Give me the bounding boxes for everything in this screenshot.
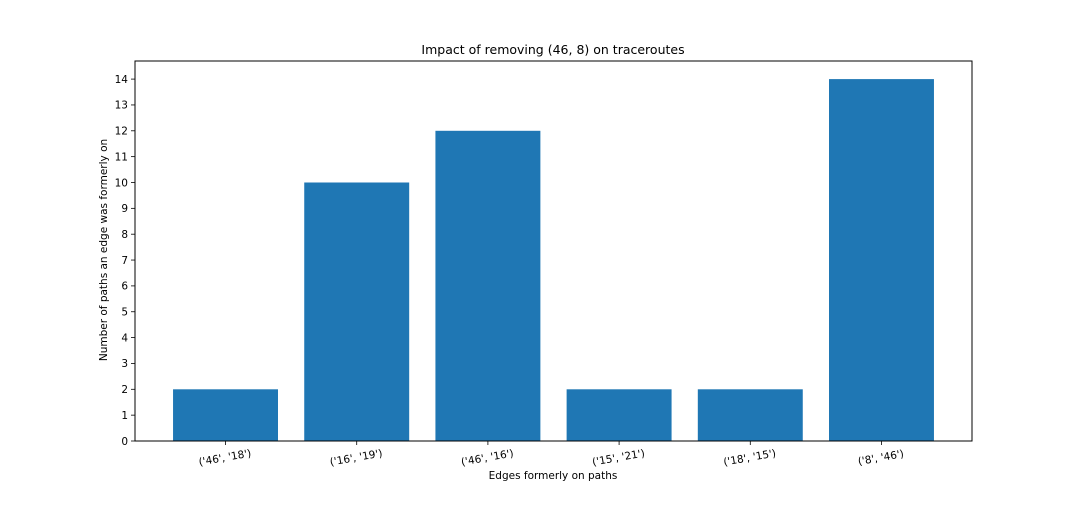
y-tick-label: 6 (121, 281, 128, 293)
plot-area-frame (134, 60, 973, 442)
bar (435, 130, 541, 442)
y-tick-label: 11 (115, 151, 128, 163)
y-tick-label: 5 (121, 307, 128, 319)
y-tick-label: 1 (121, 410, 128, 422)
bar (566, 389, 672, 441)
y-tick-label: 2 (121, 384, 128, 396)
chart-title: Impact of removing (46, 8) on traceroute… (421, 42, 684, 57)
y-tick-label: 7 (121, 255, 128, 267)
y-tick-label: 12 (115, 126, 128, 138)
x-tick-label: ('46', '16') (460, 448, 514, 469)
x-tick-label: ('46', '18') (198, 448, 252, 469)
y-tick-label: 10 (115, 177, 128, 189)
y-tick-label: 8 (121, 229, 128, 241)
bar (697, 389, 803, 441)
bars (173, 79, 934, 442)
bar (304, 182, 410, 442)
y-tick-label: 14 (115, 74, 129, 86)
y-tick-label: 13 (115, 100, 128, 112)
bar (829, 79, 934, 441)
y-tick-label: 4 (121, 332, 128, 344)
x-axis-ticks: ('46', '18') ('16', '19') ('46', '16') ('15… (198, 441, 905, 469)
y-tick-label: 3 (121, 358, 128, 370)
x-tick-label: ('16', '19') (329, 448, 383, 469)
y-tick-label: 9 (121, 203, 128, 215)
x-axis-label: Edges formerly on paths (489, 470, 618, 482)
bar (173, 389, 278, 441)
y-tick-label: 0 (121, 436, 128, 448)
x-tick-label: ('18', '15') (723, 448, 777, 469)
y-axis-label: Number of paths an edge was formerly on (98, 139, 110, 361)
x-tick-label: ('8', '46') (857, 448, 905, 468)
x-tick-label: ('15', '21') (591, 448, 645, 469)
